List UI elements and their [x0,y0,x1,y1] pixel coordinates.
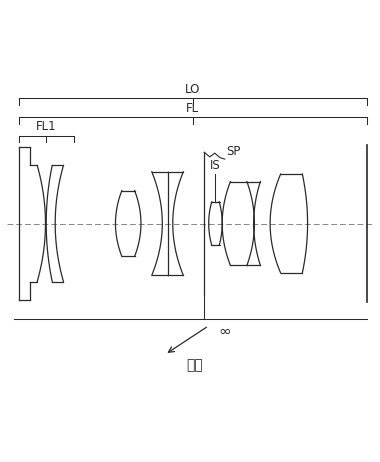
Text: 至近: 至近 [187,359,203,372]
Text: ∞: ∞ [218,323,231,339]
Text: FL1: FL1 [36,120,57,133]
Text: IS: IS [210,159,221,172]
Text: LO: LO [185,83,200,96]
Text: SP: SP [226,146,241,158]
Text: FL: FL [186,102,199,115]
